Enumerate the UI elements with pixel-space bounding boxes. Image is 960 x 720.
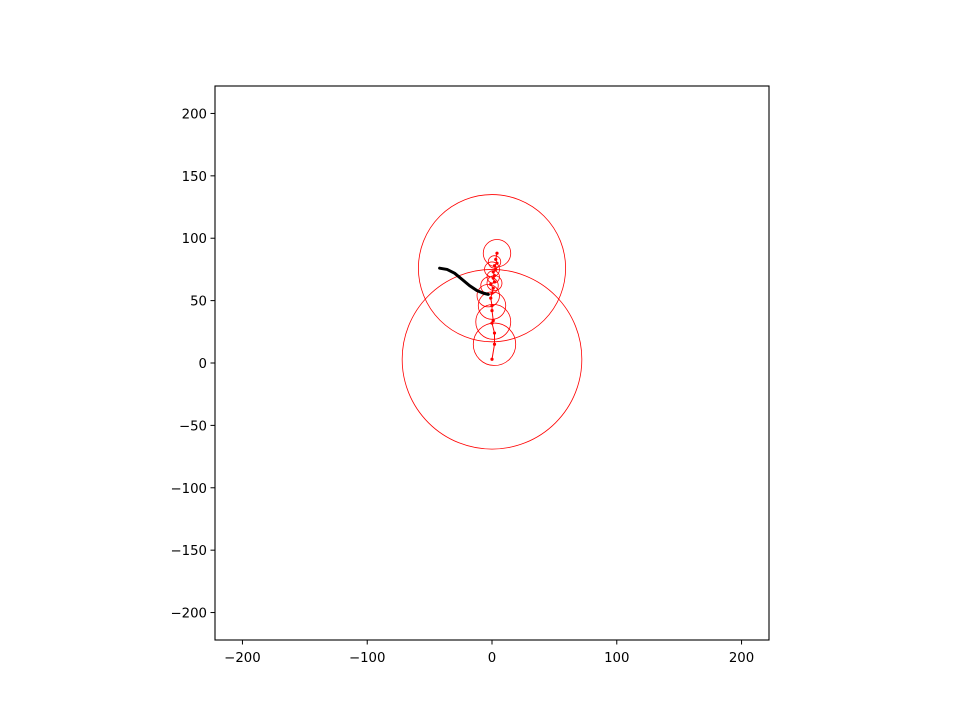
circle-1: [417, 194, 567, 343]
x-tick-label-1: −100: [349, 651, 386, 666]
y-tick-label-2: 100: [182, 232, 207, 247]
y-tick-label-0: 200: [182, 107, 207, 122]
circle-3: [475, 303, 512, 340]
marker-point-4: [491, 318, 495, 323]
marker-point-19: [495, 251, 499, 255]
axis-ticks: −200 −100 0 100 200 200 150 100 50 0 −50 −100 −150 −2…: [170, 107, 754, 666]
marker-point-11: [492, 280, 497, 284]
marker-point-10: [489, 282, 493, 286]
y-tick-label-1: 150: [182, 170, 207, 185]
marker-point-13: [492, 274, 497, 278]
marker-point-0: [490, 357, 494, 361]
circle-2: [472, 322, 517, 366]
marker-point-17: [495, 261, 499, 265]
circle-9: [484, 261, 500, 278]
circle-5: [476, 283, 500, 308]
y-tick-label-4: 0: [199, 357, 207, 372]
marker-point-15: [494, 267, 498, 272]
circle-0: [401, 269, 583, 450]
marker-point-8: [490, 291, 494, 295]
marker-point-1: [492, 342, 497, 346]
y-tick-label-8: −200: [170, 607, 207, 622]
marker-point-14: [491, 270, 495, 274]
marker-point-9: [491, 286, 495, 290]
y-tick-label-3: 50: [190, 295, 207, 310]
marker-point-16: [492, 264, 497, 268]
plot-area: [215, 86, 769, 640]
marker-point-2: [492, 331, 497, 335]
marker-point-18: [494, 257, 498, 262]
marker-point-3: [490, 321, 494, 325]
chart-marks: [401, 194, 583, 450]
marker-point-12: [491, 276, 495, 280]
x-tick-label-3: 100: [604, 651, 629, 666]
circle-10: [487, 255, 502, 269]
y-tick-label-6: −100: [170, 482, 207, 497]
y-tick-label-5: −50: [179, 419, 207, 434]
x-tick-label-0: −200: [224, 651, 261, 666]
marker-point-6: [490, 304, 494, 308]
x-tick-label-2: 0: [488, 651, 496, 666]
marker-point-5: [490, 308, 494, 313]
x-tick-label-4: 200: [729, 651, 754, 666]
marker-point-7: [489, 296, 493, 300]
y-tick-label-7: −150: [170, 544, 207, 559]
series-line-0: [438, 266, 490, 296]
circle-11: [482, 239, 512, 268]
